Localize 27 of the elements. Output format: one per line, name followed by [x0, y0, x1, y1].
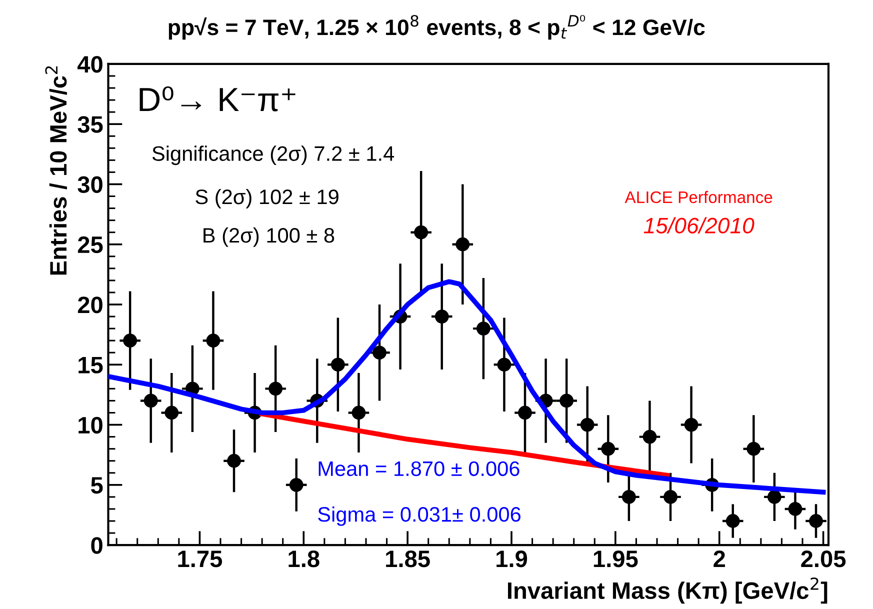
annotation: Significance (2σ) 7.2 ± 1.4 [152, 146, 394, 166]
x-tick-label: 1.95 [594, 550, 638, 568]
y-tick-label: 40 [77, 56, 102, 73]
annotation: B (2σ) 100 ± 8 [204, 227, 334, 247]
y-tick-label: 25 [78, 236, 103, 254]
y-tick-label: 20 [78, 296, 102, 314]
y-tick-label: 30 [78, 176, 102, 194]
x-tick-label: 2 [714, 550, 725, 568]
annotation: S (2σ) 102 ± 19 [196, 188, 338, 208]
x-axis-title: Invariant Mass (Kπ) [GeV/c$^{2}$] [508, 577, 828, 604]
chart-title: pp√s = 7 TeV, 1.25 × 10$^{8}$ events, 8 < p$_{t}$$^{D⁰}$ < 12 GeV/c [168, 14, 705, 40]
annotation: Sigma = 0.031± 0.006 [318, 506, 520, 526]
x-tick-label: 1.9 [496, 550, 528, 568]
y-tick-label: 0 [91, 537, 102, 554]
annotation: ALICE Performance [624, 190, 772, 204]
annotation: Mean = 1.870 ± 0.006 [318, 461, 520, 476]
annotation: 15/06/2010 [644, 217, 754, 234]
y-axis-title: Entries / 10 MeV/c$^{2}$ [45, 66, 67, 275]
y-tick-label: 10 [78, 416, 102, 434]
y-tick-label: 15 [78, 356, 103, 374]
x-tick-label: 1.85 [386, 550, 430, 568]
x-tick-label: 1.8 [288, 550, 320, 568]
y-tick-label: 5 [90, 477, 103, 494]
annotation: D⁰→ K⁻π⁺ [140, 86, 296, 112]
y-tick-label: 35 [78, 116, 103, 133]
x-tick-label: 1.75 [178, 550, 222, 568]
x-tick-label: 2.05 [801, 550, 846, 568]
